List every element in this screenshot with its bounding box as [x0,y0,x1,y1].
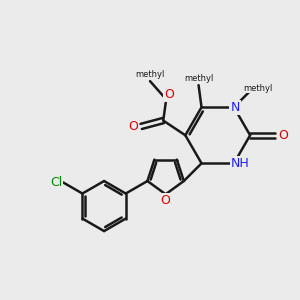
Text: Cl: Cl [50,176,62,189]
Text: O: O [128,120,138,133]
Text: NH: NH [231,157,250,170]
Text: methyl: methyl [244,84,273,93]
Text: methyl: methyl [135,70,165,79]
Text: O: O [164,88,174,101]
Text: methyl: methyl [184,74,213,83]
Text: N: N [230,101,240,114]
Text: O: O [278,129,288,142]
Text: O: O [161,194,171,207]
